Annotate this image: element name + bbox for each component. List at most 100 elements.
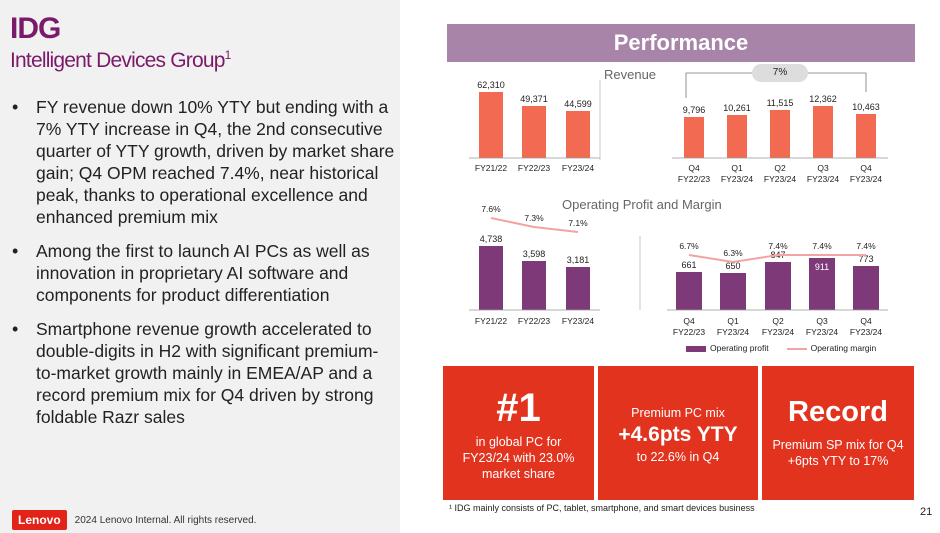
legend-label-margin: Operating margin xyxy=(810,343,877,353)
kpi-card-premium-pc: Premium PC mix +4.6pts YTY to 22.6% in Q… xyxy=(598,366,758,500)
bullet-list: FY revenue down 10% YTY but ending with … xyxy=(12,96,396,440)
category-label: Q1 FY23/24 xyxy=(709,163,765,185)
lenovo-logo: Lenovo xyxy=(12,510,67,530)
bullet-item: FY revenue down 10% YTY but ending with … xyxy=(12,96,396,228)
bullet-item: Among the first to launch AI PCs as well… xyxy=(12,240,396,306)
margin-label: 7.3% xyxy=(524,213,544,223)
category-label: Q1 FY23/24 xyxy=(705,316,761,338)
category-label-line: FY23/24 xyxy=(805,327,839,337)
kpi-card-market-share: #1 in global PC for FY23/24 with 23.0% m… xyxy=(443,366,594,500)
legend-item-profit: Operating profit xyxy=(686,343,769,353)
category-label: Q2 FY23/24 xyxy=(752,163,808,185)
category-label: FY23/24 xyxy=(550,163,606,174)
category-label-line: FY23/24 xyxy=(720,174,754,184)
legend-label-profit: Operating profit xyxy=(710,343,769,353)
category-label-line: FY23/24 xyxy=(561,163,595,173)
page-subtitle: Intelligent Devices Group1 xyxy=(10,48,231,73)
bar-value-label: 10,463 xyxy=(852,101,880,112)
revenue-title: Revenue xyxy=(604,67,657,82)
op-title: Operating Profit and Margin xyxy=(562,197,722,212)
chart-bar xyxy=(676,272,702,310)
kpi-card-record: Record Premium SP mix for Q4 +6pts YTY t… xyxy=(762,366,914,500)
copyright: 2024 Lenovo Internal. All rights reserve… xyxy=(74,514,257,526)
chart-bar xyxy=(727,114,747,158)
category-label-line: FY23/24 xyxy=(806,174,840,184)
category-label: Q2 FY23/24 xyxy=(750,316,806,338)
kpi-big: #1 xyxy=(496,386,541,430)
category-label-line: Q4 xyxy=(860,316,872,326)
bar-value-label: 62,310 xyxy=(477,80,505,90)
kpi-text: to 22.6% in Q4 xyxy=(636,450,720,464)
category-label-line: Q3 xyxy=(816,316,828,326)
bar-value-label: 661 xyxy=(681,260,697,271)
bar-value-label: 9,796 xyxy=(682,104,706,115)
margin-label: 6.7% xyxy=(679,241,699,251)
chart-bar xyxy=(809,258,835,310)
category-label: FY21/22 xyxy=(463,163,519,174)
bar-value-label: 3,598 xyxy=(522,249,546,260)
chart-bar xyxy=(856,113,876,158)
category-label: Q4 FY22/23 xyxy=(661,316,717,338)
legend-swatch-profit xyxy=(686,345,706,352)
kpi-text: Premium SP mix for Q4 +6pts YTY to 17% xyxy=(772,438,904,468)
category-label-line: Q1 xyxy=(731,163,743,173)
chart-bar xyxy=(770,109,790,158)
category-label-line: FY22/23 xyxy=(672,327,706,337)
bullet-item: Smartphone revenue growth accelerated to… xyxy=(12,318,396,428)
footnote: ¹ IDG mainly consists of PC, tablet, sma… xyxy=(449,503,755,513)
margin-label: 7.1% xyxy=(568,218,588,228)
category-label-line: FY23/24 xyxy=(716,327,750,337)
kpi-text: in global PC for FY23/24 with 23.0% mark… xyxy=(462,435,575,481)
category-label-line: Q4 xyxy=(683,316,695,326)
footer: Lenovo 2024 Lenovo Internal. All rights … xyxy=(12,510,256,530)
chart-bar xyxy=(853,265,879,310)
category-label-line: FY21/22 xyxy=(474,163,508,173)
category-label-line: FY22/23 xyxy=(517,163,551,173)
category-label-line: FY23/24 xyxy=(849,174,883,184)
category-label-line: FY22/23 xyxy=(517,316,551,326)
chart-bar xyxy=(813,106,833,158)
category-label-line: Q3 xyxy=(817,163,829,173)
category-label-line: Q2 xyxy=(774,163,786,173)
chart-legend: Operating profit Operating margin xyxy=(686,343,876,353)
category-label-line: FY23/24 xyxy=(561,316,595,326)
margin-label: 7.4% xyxy=(812,241,832,251)
category-label-line: Q4 xyxy=(688,163,700,173)
margin-label: 7.6% xyxy=(481,204,501,214)
bar-value-label: 49,371 xyxy=(520,93,548,104)
chart-bar xyxy=(720,272,746,310)
chart-bar xyxy=(479,246,503,310)
bar-value-label: 11,515 xyxy=(766,97,794,108)
margin-label: 7.4% xyxy=(856,241,876,251)
margin-label: 6.3% xyxy=(723,248,743,258)
category-label-line: FY21/22 xyxy=(474,316,508,326)
bar-value-label: 10,261 xyxy=(723,102,751,113)
category-label: Q4 FY22/23 xyxy=(666,163,722,185)
bar-value-label: 773 xyxy=(858,253,874,264)
category-label-line: FY22/23 xyxy=(677,174,711,184)
category-label: FY22/23 xyxy=(506,163,562,174)
margin-label: 7.4% xyxy=(768,241,788,251)
bar-value-label: 44,599 xyxy=(564,98,592,109)
page-number: 21 xyxy=(920,506,933,518)
legend-item-margin: Operating margin xyxy=(786,343,877,353)
bar-value-label: 3,181 xyxy=(566,255,590,266)
performance-heading: Performance xyxy=(447,24,915,62)
bar-value-label: 847 xyxy=(770,249,786,260)
kpi-big: +4.6pts YTY xyxy=(618,423,738,446)
category-label: Q3 FY23/24 xyxy=(795,163,851,185)
category-label-line: FY23/24 xyxy=(763,174,797,184)
legend-swatch-margin xyxy=(786,347,807,350)
kpi-big: Record xyxy=(788,396,888,428)
category-label: FY22/23 xyxy=(506,316,562,327)
chart-bar xyxy=(566,267,590,310)
chart-bar xyxy=(522,261,546,310)
category-label-line: Q4 xyxy=(860,163,872,173)
category-label-line: FY23/24 xyxy=(761,327,795,337)
chart-bar xyxy=(765,261,791,310)
chart-bar xyxy=(684,116,704,158)
category-label: FY23/24 xyxy=(550,316,606,327)
page-title: IDG xyxy=(10,12,61,45)
category-label: Q4 FY23/24 xyxy=(838,163,894,185)
